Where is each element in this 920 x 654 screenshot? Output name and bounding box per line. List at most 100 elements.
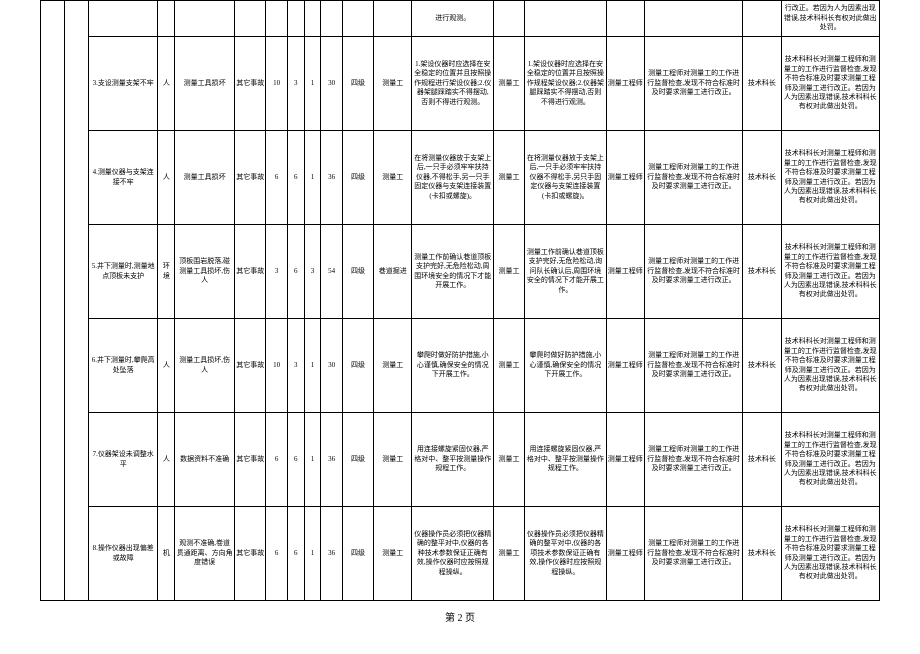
cell: 行改正。若因为人为因素出现错误,技术科科长有权对此做出处罚。 bbox=[781, 1, 879, 37]
cell: 1 bbox=[304, 319, 321, 413]
cell: 在将测量仪器放于支架上后,一只手必须牢牢扶持仪器不得松手,另只手固定仪器与支架连… bbox=[525, 131, 607, 225]
cell: 其它事故 bbox=[235, 319, 266, 413]
cell: 测量工 bbox=[374, 413, 412, 507]
cell: 4.测量仪器与支架连接不牢 bbox=[88, 131, 158, 225]
cell bbox=[235, 1, 266, 37]
cell: 技术科长 bbox=[743, 507, 781, 601]
cell: 测量工程师 bbox=[606, 413, 644, 507]
cell: 用连接螺旋紧固仪器,严格对中、整平按测量操作规程工作。 bbox=[412, 413, 494, 507]
cell: 6 bbox=[266, 413, 288, 507]
cell: 3 bbox=[304, 225, 321, 319]
group-cell-a bbox=[41, 1, 65, 601]
cell: 54 bbox=[321, 225, 343, 319]
cell: 36 bbox=[321, 507, 343, 601]
cell bbox=[743, 1, 781, 37]
cell: 6.井下测量时,攀爬高处坠落 bbox=[88, 319, 158, 413]
page-container: 进行观测。行改正。若因为人为因素出现错误,技术科科长有权对此做出处罚。3.支设测… bbox=[0, 0, 920, 654]
cell: 四级 bbox=[342, 225, 373, 319]
risk-table: 进行观测。行改正。若因为人为因素出现错误,技术科科长有权对此做出处罚。3.支设测… bbox=[40, 0, 880, 601]
cell: 技术科长 bbox=[743, 319, 781, 413]
cell: 四级 bbox=[342, 319, 373, 413]
table-row: 进行观测。 行改正。若因为人为因素出现错误,技术科科长有权对此做出处罚。 bbox=[41, 1, 880, 37]
table-row: 3.支设测量支架不牢人测量工具损坏其它事故103130四级测量工1.架设仪器时应… bbox=[41, 37, 880, 131]
cell: 测量工程师 bbox=[606, 131, 644, 225]
cell: 攀爬时做好防护措施,小心谨慎,确保安全的情况下开展工作。 bbox=[412, 319, 494, 413]
cell: 测量工作前确认巷道顶板支护完好,无危险松动,询问队长确认后,周围环境安全的情况下… bbox=[525, 225, 607, 319]
cell: 技术科科长对测量工程师和测量工的工作进行监督检查,发现不符合标准及时要求测量工程… bbox=[781, 225, 879, 319]
cell bbox=[493, 1, 524, 37]
table-row: 8.操作仪器出现偏差或故障机观测不准确,卷道贯通距离、方向角度错误其它事故661… bbox=[41, 507, 880, 601]
cell: 10 bbox=[266, 319, 288, 413]
cell: 36 bbox=[321, 413, 343, 507]
cell: 6 bbox=[287, 507, 304, 601]
cell: 6 bbox=[287, 225, 304, 319]
cell bbox=[374, 1, 412, 37]
cell: 1.架设仪器时应选择在安全稳定的位置并且按照操作规程架设仪器;2.仪器架腿踩踏实… bbox=[525, 37, 607, 131]
cell: 技术科长 bbox=[743, 131, 781, 225]
cell: 其它事故 bbox=[235, 507, 266, 601]
cell: 测量工作前确认巷道顶板支护完好,无危险松动,周围环境安全的情况下才能开展工作。 bbox=[412, 225, 494, 319]
cell: 3 bbox=[266, 225, 288, 319]
cell: 测量工具损坏 bbox=[175, 37, 235, 131]
cell: 技术科科长对测量工程师和测量工的工作进行监督检查,发现不符合标准及时要求测量工程… bbox=[781, 413, 879, 507]
cell: 在将测量仪器放于支架上后,一只手必须牢牢扶持仪器,不得松手,另一只手固定仪器与支… bbox=[412, 131, 494, 225]
cell bbox=[266, 1, 288, 37]
cell: 仪器操作员必须把仪器精确的整平对中,仪器的各种技术参数保证正确有效,操作仪器时应… bbox=[412, 507, 494, 601]
cell: 测量工 bbox=[374, 37, 412, 131]
cell: 顶板围岩脱落,碰测量工具损坏,伤人 bbox=[175, 225, 235, 319]
cell: 测量工 bbox=[374, 319, 412, 413]
cell: 1 bbox=[304, 507, 321, 601]
cell: 其它事故 bbox=[235, 413, 266, 507]
cell: 6 bbox=[287, 131, 304, 225]
cell: 进行观测。 bbox=[412, 1, 494, 37]
cell: 机 bbox=[158, 507, 175, 601]
cell: 测量工程师 bbox=[606, 37, 644, 131]
cell: 7.仪器架设未调整水平 bbox=[88, 413, 158, 507]
cell: 四级 bbox=[342, 507, 373, 601]
cell: 攀爬时做好防护措施,小心谨慎,确保安全的情况下开展工作。 bbox=[525, 319, 607, 413]
cell: 10 bbox=[266, 37, 288, 131]
cell: 测量工程师对测量工的工作进行监督检查,发现不符合标准时及时要求测量工进行改正。 bbox=[644, 37, 742, 131]
cell: 技术科长 bbox=[743, 225, 781, 319]
cell: 8.操作仪器出现偏差或故障 bbox=[88, 507, 158, 601]
cell bbox=[342, 1, 373, 37]
cell: 人 bbox=[158, 319, 175, 413]
cell: 技术科科长对测量工程师和测量工的工作进行监督检查,发现不符合标准及时要求测量工程… bbox=[781, 507, 879, 601]
cell: 测量工程师 bbox=[606, 225, 644, 319]
cell: 测量工程师对测量工的工作进行监督检查,发现不符合标准时及时要求测量工进行改正。 bbox=[644, 319, 742, 413]
cell: 测量工 bbox=[374, 131, 412, 225]
cell: 技术科长 bbox=[743, 37, 781, 131]
cell: 测量工具损坏,伤人 bbox=[175, 319, 235, 413]
cell: 其它事故 bbox=[235, 225, 266, 319]
cell: 观测不准确,卷道贯通距离、方向角度错误 bbox=[175, 507, 235, 601]
cell: 用连接螺旋紧固仪器,严格对中、整平按测量操作规程工作。 bbox=[525, 413, 607, 507]
cell: 5.井下测量时,测量地点顶板未支护 bbox=[88, 225, 158, 319]
cell: 巷道掘进 bbox=[374, 225, 412, 319]
table-row: 4.测量仪器与支架连接不牢人测量工具损坏其它事故66136四级测量工在将测量仪器… bbox=[41, 131, 880, 225]
cell: 测量工程师对测量工的工作进行监督检查,发现不符合标准时及时要求测量工进行改正。 bbox=[644, 507, 742, 601]
cell: 四级 bbox=[342, 413, 373, 507]
group-cell-b bbox=[64, 1, 88, 601]
cell: 1 bbox=[304, 131, 321, 225]
cell: 3 bbox=[287, 319, 304, 413]
cell: 测量工 bbox=[493, 37, 524, 131]
cell: 1.架设仪器时应选择在安全稳定的位置并且按照操作规程进行架设仪器;2.仪器架腿踩… bbox=[412, 37, 494, 131]
cell: 人 bbox=[158, 37, 175, 131]
cell: 测量工 bbox=[493, 319, 524, 413]
cell: 测量工程师对测量工的工作进行监督检查,发现不符合标准时及时要求测量工进行改正。 bbox=[644, 225, 742, 319]
cell bbox=[175, 1, 235, 37]
cell: 测量工具损坏 bbox=[175, 131, 235, 225]
table-row: 6.井下测量时,攀爬高处坠落人测量工具损坏,伤人其它事故103130四级测量工攀… bbox=[41, 319, 880, 413]
cell bbox=[88, 1, 158, 37]
cell: 人 bbox=[158, 131, 175, 225]
cell: 测量工 bbox=[493, 131, 524, 225]
cell: 1 bbox=[304, 413, 321, 507]
cell bbox=[158, 1, 175, 37]
cell bbox=[321, 1, 343, 37]
cell: 30 bbox=[321, 319, 343, 413]
cell: 人 bbox=[158, 413, 175, 507]
cell: 1 bbox=[304, 37, 321, 131]
cell: 环境 bbox=[158, 225, 175, 319]
cell: 36 bbox=[321, 131, 343, 225]
table-row: 7.仪器架设未调整水平人数据资料不准确其它事故66136四级测量工用连接螺旋紧固… bbox=[41, 413, 880, 507]
